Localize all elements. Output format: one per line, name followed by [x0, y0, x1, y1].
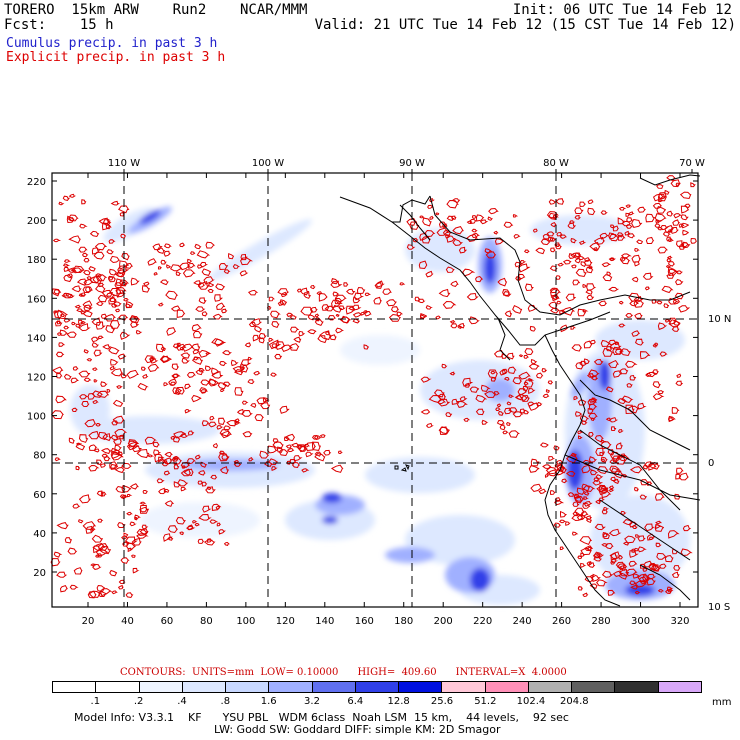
colorbar-segment [485, 682, 529, 692]
bottom-x-tick-label: 120 [276, 616, 295, 627]
colorbar-segment [528, 682, 573, 692]
colorbar-segment [226, 682, 270, 692]
colorbar-label: 51.2 [474, 696, 497, 707]
header-init-time: Init: 06 UTC Tue 14 Feb 12 [512, 2, 732, 18]
bottom-x-tick-label: 320 [670, 616, 689, 627]
header-forecast-hour: Fcst: 15 h [4, 17, 114, 33]
bottom-x-tick-label: 40 [121, 616, 134, 627]
colorbar-label: 25.6 [430, 696, 454, 707]
top-lon-label: 80 W [543, 158, 569, 169]
lat-lon-grid [52, 173, 698, 607]
left-y-tick-label: 100 [27, 412, 46, 423]
top-lon-label: 70 W [679, 158, 705, 169]
bottom-x-tick-label: 80 [200, 616, 213, 627]
bottom-x-tick-label: 20 [82, 616, 95, 627]
right-lat-label: 0 [708, 458, 714, 469]
bottom-x-tick-label: 240 [513, 616, 532, 627]
colorbar-label: .8 [220, 696, 231, 707]
explicit-precip-contours [50, 175, 697, 599]
colorbar-segment [312, 682, 356, 692]
colorbar-label: 1.6 [260, 696, 277, 707]
colorbar [52, 681, 702, 693]
colorbar-unit: mm [712, 697, 732, 708]
top-lon-label: 100 W [252, 158, 284, 169]
bottom-x-tick-label: 280 [592, 616, 611, 627]
left-y-tick-label: 180 [27, 255, 46, 266]
left-y-tick-label: 120 [27, 373, 46, 384]
left-y-tick-label: 160 [27, 294, 46, 305]
legend-cumulus: Cumulus precip. in past 3 h [6, 36, 218, 51]
colorbar-label: .2 [133, 696, 144, 707]
right-lat-label: 10 S [708, 602, 730, 613]
colorbar-segment [182, 682, 227, 692]
left-y-tick-label: 40 [33, 529, 46, 540]
bottom-x-tick-label: 140 [315, 616, 334, 627]
header-model-run: TORERO 15km ARW Run2 NCAR/MMM [4, 2, 308, 18]
legend-explicit: Explicit precip. in past 3 h [6, 50, 226, 65]
bottom-x-tick-label: 60 [161, 616, 174, 627]
colorbar-segment [96, 682, 140, 692]
colorbar-segment [53, 682, 97, 692]
top-lon-label: 90 W [399, 158, 425, 169]
cumulus-precip-shading [70, 206, 690, 605]
bottom-x-tick-label: 260 [552, 616, 571, 627]
left-y-tick-label: 220 [27, 177, 46, 188]
top-lon-label: 110 W [108, 158, 140, 169]
colorbar-segment [355, 682, 400, 692]
bottom-x-tick-label: 220 [473, 616, 492, 627]
left-y-tick-label: 60 [33, 490, 46, 501]
colorbar-segment [615, 682, 659, 692]
right-lat-label: 10 N [708, 314, 731, 325]
colorbar-label: 3.2 [304, 696, 320, 707]
colorbar-segment [658, 682, 701, 692]
left-y-tick-label: 20 [33, 568, 46, 579]
left-y-tick-label: 140 [27, 333, 46, 344]
bottom-x-tick-label: 180 [394, 616, 413, 627]
colorbar-label: 102.4 [516, 696, 546, 707]
bottom-x-tick-label: 160 [355, 616, 374, 627]
colorbar-label: 6.4 [347, 696, 364, 707]
model-info-line2: LW: Godd SW: Goddard DIFF: simple KM: 2D… [214, 723, 501, 736]
bottom-x-tick-label: 300 [631, 616, 650, 627]
colorbar-segment [572, 682, 616, 692]
colorbar-segment [442, 682, 486, 692]
bottom-x-tick-label: 200 [434, 616, 453, 627]
colorbar-segment [399, 682, 443, 692]
colorbar-label: .4 [177, 696, 187, 707]
left-y-tick-label: 200 [27, 216, 46, 227]
header-valid-time: Valid: 21 UTC Tue 14 Feb 12 (15 CST Tue … [314, 17, 736, 33]
colorbar-label: 12.8 [387, 696, 410, 707]
colorbar-label: .1 [90, 696, 101, 707]
contours-info: CONTOURS: UNITS=mm LOW= 0.10000 HIGH= 40… [120, 667, 567, 678]
colorbar-label: 204.8 [560, 696, 589, 707]
bottom-x-tick-label: 100 [236, 616, 255, 627]
plot-frame [51, 172, 699, 608]
colorbar-segment [269, 682, 313, 692]
coastlines [339, 174, 701, 607]
colorbar-segment [139, 682, 183, 692]
model-info-line1: Model Info: V3.3.1 KF YSU PBL WDM 6class… [74, 711, 569, 724]
left-y-tick-label: 80 [33, 451, 46, 462]
